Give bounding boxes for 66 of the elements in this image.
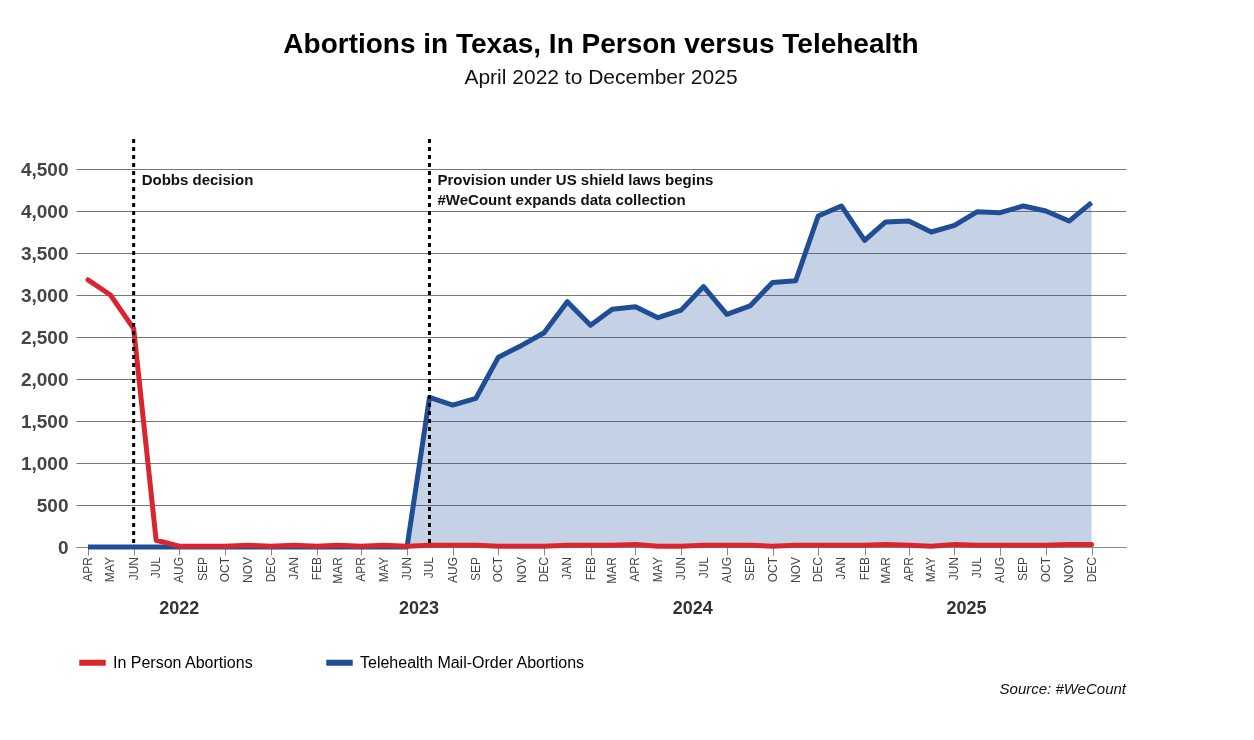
x-tick-label: MAY bbox=[924, 557, 939, 583]
x-tick-label: FEB bbox=[857, 557, 872, 581]
x-tick-label: JAN bbox=[286, 557, 301, 580]
x-tick-label: SEP bbox=[743, 557, 758, 582]
chart-subtitle: April 2022 to December 2025 bbox=[464, 64, 738, 88]
x-tick-label: JAN bbox=[834, 557, 849, 580]
text: 2023 bbox=[398, 598, 440, 618]
x-tick-label: NOV bbox=[788, 557, 803, 584]
ref-line-label: Provision under US shield laws begins #WeCount expands data collection bbox=[437, 171, 714, 208]
ref-line-label: Dobbs decision bbox=[141, 171, 254, 188]
y-tick-label: 4,000 bbox=[20, 200, 69, 222]
x-tick-label: NOV bbox=[1062, 557, 1077, 584]
x-tick-label: MAR bbox=[331, 556, 346, 584]
x-tick-label: AUG bbox=[172, 557, 187, 584]
x-tick-label: AUG bbox=[993, 557, 1008, 584]
x-tick-label: SEP bbox=[468, 557, 483, 582]
x-tick-label: OCT bbox=[765, 556, 780, 583]
x-tick-label: APR bbox=[354, 556, 369, 582]
x-tick-label: FEB bbox=[310, 557, 325, 581]
chart-title: Abortions in Texas, In Person versus Telehealth bbox=[283, 27, 919, 59]
x-tick-label: MAR bbox=[605, 556, 620, 584]
x-tick-label: DEC bbox=[263, 556, 278, 583]
x-tick-label: JUN bbox=[400, 557, 415, 581]
text: 2024 bbox=[672, 598, 713, 618]
x-tick-label: APR bbox=[628, 556, 643, 582]
x-tick-label: APR bbox=[901, 556, 916, 582]
x-tick-label: OCT bbox=[1038, 556, 1053, 583]
x-tick-label: APR bbox=[80, 556, 95, 582]
y-tick-label: 0 bbox=[57, 536, 69, 558]
legend-label: Telehealth Mail-Order Abortions bbox=[360, 653, 585, 671]
x-tick-label: AUG bbox=[719, 557, 734, 584]
text: 2022 bbox=[159, 598, 200, 618]
x-tick-label: MAY bbox=[103, 557, 118, 583]
x-tick-label: JUL bbox=[696, 556, 711, 579]
text: 2025 bbox=[946, 598, 987, 618]
x-tick-label: DEC bbox=[537, 556, 552, 583]
x-tick-label: NOV bbox=[241, 557, 256, 584]
x-tick-label: JUL bbox=[149, 556, 164, 579]
x-tick-label: MAY bbox=[650, 557, 665, 583]
x-tick-label: JUL bbox=[969, 556, 984, 579]
x-tick-label: MAY bbox=[376, 557, 391, 583]
x-tick-label: JUN bbox=[674, 557, 689, 581]
x-tick-label: SEP bbox=[1016, 557, 1031, 582]
y-tick-label: 3,000 bbox=[20, 284, 69, 306]
x-tick-label: JUN bbox=[126, 557, 141, 581]
y-tick-label: 3,500 bbox=[20, 242, 69, 264]
x-tick-label: JAN bbox=[560, 557, 575, 580]
y-tick-label: 1,500 bbox=[20, 410, 69, 432]
y-tick-label: 1,000 bbox=[20, 452, 69, 474]
x-tick-label: SEP bbox=[195, 557, 210, 582]
x-tick-label: AUG bbox=[445, 557, 460, 584]
x-tick-label: DEC bbox=[1084, 556, 1099, 583]
legend-label: In Person Abortions bbox=[113, 653, 253, 671]
x-tick-label: DEC bbox=[811, 556, 826, 583]
source-note: Source: #WeCount bbox=[999, 680, 1127, 697]
x-tick-label: FEB bbox=[583, 557, 598, 581]
y-tick-label: 4,500 bbox=[20, 158, 69, 180]
y-tick-label: 2,500 bbox=[20, 326, 69, 348]
y-tick-label: 2,000 bbox=[20, 368, 69, 390]
x-tick-label: OCT bbox=[491, 556, 506, 583]
x-tick-label: JUL bbox=[422, 556, 437, 579]
y-tick-label: 500 bbox=[36, 494, 69, 516]
x-tick-label: JUN bbox=[947, 557, 962, 581]
x-tick-label: MAR bbox=[878, 556, 893, 584]
x-tick-label: OCT bbox=[218, 556, 233, 583]
x-tick-label: NOV bbox=[514, 557, 529, 584]
